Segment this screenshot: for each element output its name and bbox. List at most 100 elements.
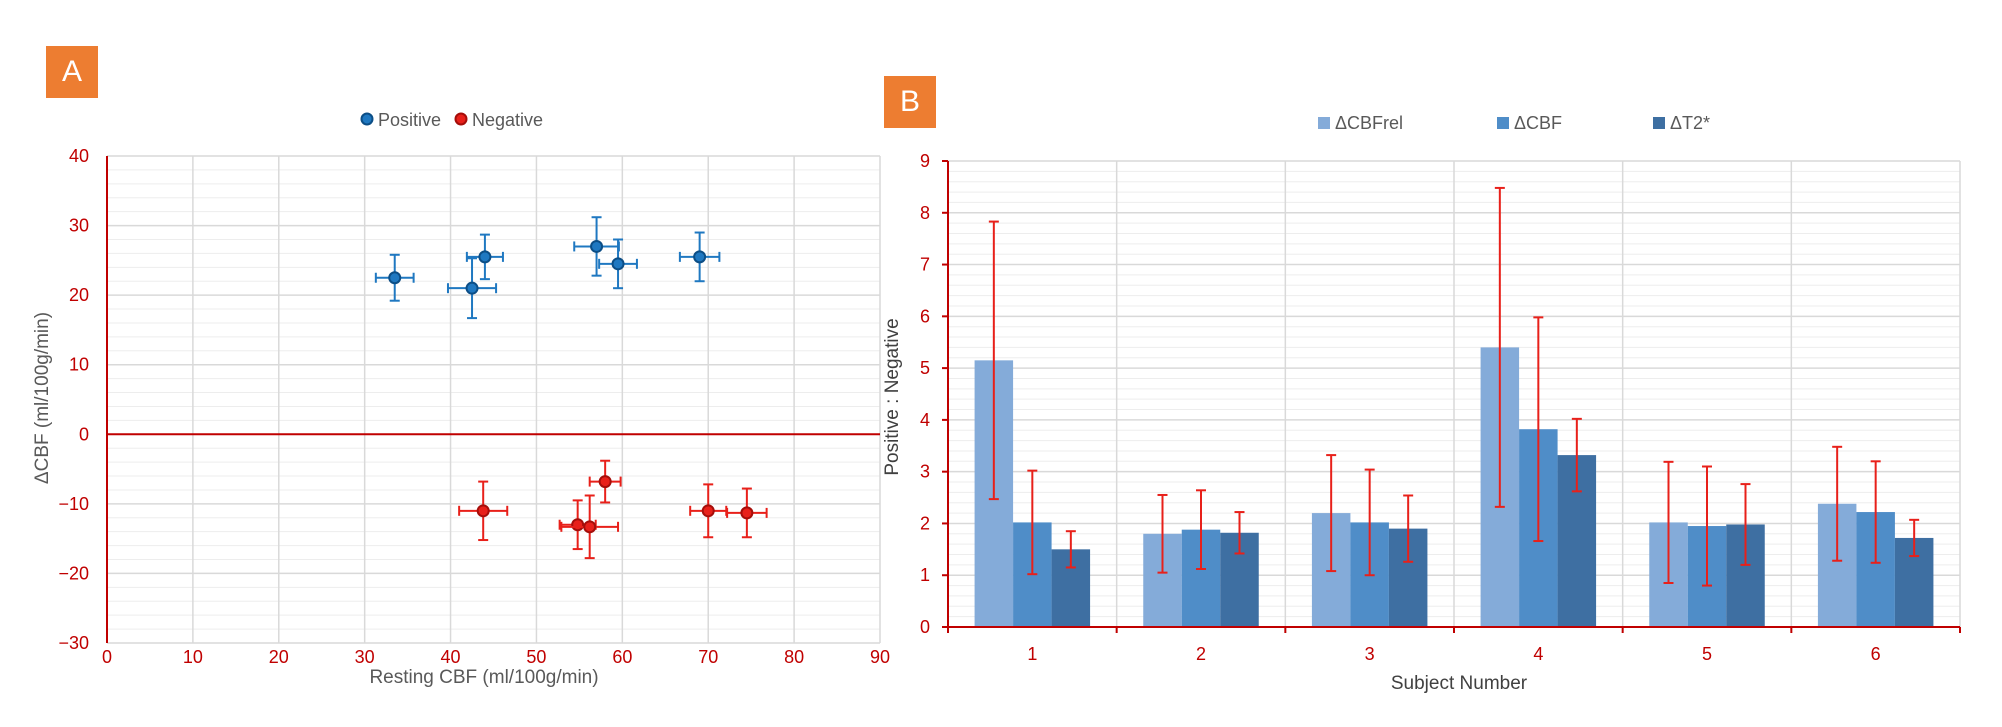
error-bar xyxy=(1364,468,1375,577)
error-bar xyxy=(1702,465,1712,587)
point-negative xyxy=(726,487,768,539)
x-tick-label: 2 xyxy=(1196,644,1206,664)
point-negative xyxy=(458,480,509,542)
bar-legend: ΔCBFrel ΔCBF ΔT2* xyxy=(1318,113,1710,133)
scatter-grid xyxy=(106,155,881,644)
error-bar xyxy=(1663,460,1674,584)
error-bar xyxy=(1740,483,1751,566)
point-negative xyxy=(689,483,728,539)
x-tick-label: 3 xyxy=(1365,644,1375,664)
y-tick-label: −20 xyxy=(58,563,89,583)
y-tick-label: −30 xyxy=(58,633,89,653)
bar-error-bars xyxy=(988,186,1920,587)
error-bar xyxy=(988,220,999,501)
data-point-marker xyxy=(701,504,715,518)
y-tick-label: 5 xyxy=(920,358,930,378)
y-axis-title: ΔCBF (ml/100g/min) xyxy=(32,312,53,484)
error-bar xyxy=(1234,511,1245,555)
y-tick-label: 2 xyxy=(920,513,930,533)
legend-label-dcbfrel: ΔCBFrel xyxy=(1335,113,1403,133)
y-tick-label: 8 xyxy=(920,203,930,223)
error-bar xyxy=(1403,494,1414,563)
error-bar xyxy=(1065,530,1076,569)
point-negative xyxy=(588,459,622,504)
y-tick-label: 0 xyxy=(920,617,930,637)
legend-label-positive: Positive xyxy=(378,110,441,130)
error-bar xyxy=(1909,518,1920,558)
point-negative xyxy=(560,494,620,560)
data-point-marker xyxy=(465,281,479,295)
x-tick-label: 90 xyxy=(870,647,890,667)
point-positive xyxy=(446,257,498,320)
x-tick-label: 20 xyxy=(269,647,289,667)
error-bar xyxy=(1832,445,1843,562)
data-point-marker xyxy=(598,475,612,489)
x-tick-label: 0 xyxy=(102,647,112,667)
x-tick-label: 6 xyxy=(1871,644,1881,664)
data-point-marker xyxy=(693,250,707,264)
legend-label-negative: Negative xyxy=(472,110,543,130)
data-point-marker xyxy=(611,257,625,271)
y-tick-label: −10 xyxy=(58,494,89,514)
error-bar xyxy=(1027,469,1038,576)
error-bar xyxy=(1494,186,1505,508)
scatter-chart: 0 10 20 30 40 50 60 70 80 90 −30 −20 −10 0 10 20 30 40 Po… xyxy=(32,110,890,688)
scatter-points xyxy=(374,216,768,560)
point-positive xyxy=(678,231,721,283)
y-tick-label: 7 xyxy=(920,255,930,275)
y-tick-label: 0 xyxy=(79,424,89,444)
panel-b: B 1 2 3 4 5 6 0 1 2 3 4 5 6 7 8 9 ΔCBFrel ΔCBF ΔT2* Sub… xyxy=(880,0,2002,727)
scatter-legend: Positive Negative xyxy=(360,110,543,130)
y-axis-title: Positive : Negative xyxy=(882,318,903,475)
legend-label-dt2: ΔT2* xyxy=(1670,113,1710,133)
point-positive xyxy=(374,253,415,302)
point-positive xyxy=(465,233,504,281)
error-bar xyxy=(1326,454,1337,573)
y-tick-label: 20 xyxy=(69,285,89,305)
y-tick-label: 40 xyxy=(69,146,89,166)
bar-chart: 1 2 3 4 5 6 0 1 2 3 4 5 6 7 8 9 ΔCBFrel ΔCBF ΔT2* Subje… xyxy=(882,113,1961,694)
x-axis-title: Subject Number xyxy=(1391,673,1528,694)
scatter-tick-labels: 0 10 20 30 40 50 60 70 80 90 −30 −20 −10 0 10 20 30 40 xyxy=(58,146,890,667)
x-tick-label: 50 xyxy=(526,647,546,667)
legend-swatch-dcbf xyxy=(1497,117,1509,129)
x-tick-label: 70 xyxy=(698,647,718,667)
x-tick-label: 10 xyxy=(183,647,203,667)
x-axis-title: Resting CBF (ml/100g/min) xyxy=(369,667,598,688)
x-tick-label: 30 xyxy=(355,647,375,667)
y-tick-label: 3 xyxy=(920,462,930,482)
error-bar xyxy=(1157,493,1168,574)
scatter-axes xyxy=(106,156,880,643)
data-point-marker xyxy=(476,504,490,518)
legend-swatch-dcbfrel xyxy=(1318,117,1330,129)
data-point-marker xyxy=(740,506,754,520)
x-tick-label: 60 xyxy=(612,647,632,667)
bar-axes xyxy=(942,160,1961,633)
bar-tick-labels: 1 2 3 4 5 6 0 1 2 3 4 5 6 7 8 9 xyxy=(920,151,1881,664)
panel-a: A 0 10 20 30 40 50 60 70 80 90 −30 −20 −10 0 10 20 30 40 … xyxy=(0,0,890,727)
data-point-marker xyxy=(571,518,585,532)
error-bar xyxy=(1196,489,1206,571)
x-tick-label: 40 xyxy=(441,647,461,667)
error-bar xyxy=(1571,417,1582,493)
y-tick-label: 6 xyxy=(920,306,930,326)
legend-marker-negative xyxy=(454,112,468,126)
y-tick-label: 10 xyxy=(69,355,89,375)
y-tick-label: 1 xyxy=(920,565,930,585)
legend-swatch-dt2 xyxy=(1653,117,1665,129)
y-tick-label: 9 xyxy=(920,151,930,171)
x-tick-label: 5 xyxy=(1702,644,1712,664)
panel-b-label: B xyxy=(884,76,936,128)
data-point-marker xyxy=(388,271,402,285)
x-tick-label: 80 xyxy=(784,647,804,667)
data-point-marker xyxy=(478,250,492,264)
x-tick-label: 1 xyxy=(1027,644,1037,664)
y-tick-label: 4 xyxy=(920,410,930,430)
point-positive xyxy=(598,238,638,290)
legend-marker-positive xyxy=(360,112,374,126)
bar-grid xyxy=(948,160,1961,627)
error-bar xyxy=(1870,460,1881,564)
error-bar xyxy=(1533,316,1544,543)
x-tick-label: 4 xyxy=(1533,644,1543,664)
data-point-marker xyxy=(583,520,597,534)
